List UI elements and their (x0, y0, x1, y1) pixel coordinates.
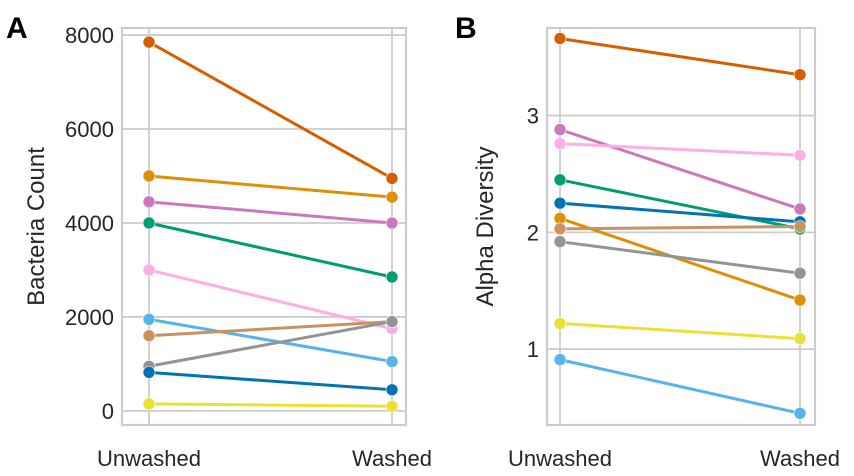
panel-a-series-line (147, 40, 394, 180)
panel-b-series-point (553, 235, 567, 248)
panel-a-series-line (147, 402, 394, 408)
panel-a-series-point (142, 397, 156, 411)
panel-a-frame (120, 26, 408, 427)
panel-a-series-point (385, 383, 399, 397)
panel-b-series-point (793, 332, 807, 345)
panel-b-letter: B (455, 12, 477, 45)
panel-b-series-point (553, 173, 567, 187)
panel-a-series-point (385, 355, 399, 368)
panel-b-series-point (793, 293, 807, 307)
panel-b-series-line (558, 142, 802, 157)
panel-a-series-line (147, 200, 394, 225)
panel-b-chart: 1 2 3 Unwashed Washed Alpha Diversity (472, 26, 840, 471)
panel-a-series-line (147, 320, 394, 338)
panel-a-series-point (142, 329, 156, 343)
panel-a-series-point (142, 169, 156, 183)
panel-b-series-line (558, 128, 802, 211)
panel-a-xtick-label: Unwashed (97, 446, 201, 471)
panel-a-ytick-label: 6000 (65, 117, 114, 142)
panel-a-series-point (142, 195, 156, 209)
panel-a-series-point (385, 315, 399, 328)
panel-b-xtick-label: Unwashed (508, 446, 612, 471)
panel-b-series-point (553, 212, 567, 225)
panel-a-series-point (142, 366, 156, 379)
panel-a-chart: 0 2000 4000 6000 8000 Unwashed Washed Bacteria … (23, 23, 432, 471)
panel-b-ytick-label: 1 (527, 337, 539, 362)
panel-b-series-point (553, 196, 567, 210)
panel-b-series-point (793, 266, 807, 280)
panel-b-series-line (558, 240, 802, 275)
panel-a-series-point (142, 35, 156, 49)
panel-b-ytick-label: 2 (527, 220, 539, 245)
panel-a-ytick-label: 2000 (65, 305, 114, 330)
panel-a-series-line (147, 320, 394, 368)
panel-a-series-point (385, 399, 399, 413)
panel-b-series-line (558, 178, 802, 231)
panel-a-series-line (147, 221, 394, 279)
panel-b-series-point (793, 202, 807, 216)
panel-b-series-line (558, 37, 802, 77)
panel-a-ylabel: Bacteria Count (23, 147, 50, 306)
panel-b-series-point (553, 317, 567, 330)
panel-b-series-point (793, 68, 807, 82)
panel-b-series-point (553, 353, 567, 366)
panel-b-series-point (793, 407, 807, 420)
panel-b-ytick-label: 3 (527, 104, 539, 129)
panel-a-series-line (147, 317, 394, 364)
panel-b-series-point (793, 148, 807, 162)
panel-b-series-line (558, 216, 802, 302)
panel-b-series-line (558, 225, 802, 231)
panel-b-series-point (553, 32, 567, 45)
panel-b-series-point (793, 220, 807, 233)
panel-b-series-line (558, 201, 802, 224)
panel-a-series-point (385, 190, 399, 204)
panel-a-series-point (142, 216, 156, 230)
panel-b-series-point (553, 123, 567, 136)
panel-a-series-point (385, 216, 399, 230)
panel-a-series-point (142, 263, 156, 277)
panel-b-series-point (553, 222, 567, 236)
panel-a-ytick-label: 8000 (65, 23, 114, 48)
panel-b-frame (545, 26, 817, 427)
panel-a-series-point (142, 312, 156, 326)
panel-a-letter: A (6, 12, 28, 45)
panel-a-series-point (385, 172, 399, 185)
panel-b-xtick-label: Washed (760, 446, 840, 471)
panel-a-series-line (147, 174, 394, 199)
panel-b-ylabel: Alpha Diversity (472, 146, 499, 306)
panel-a-xtick-label: Washed (352, 446, 432, 471)
panel-a-series-point (385, 270, 399, 284)
panel-b-series-point (553, 137, 567, 150)
panel-a-ytick-label: 0 (102, 399, 114, 424)
panel-a-series-line (147, 268, 394, 331)
panel-a-series-line (147, 370, 394, 392)
panel-b-series-line (558, 358, 802, 415)
panel-b-series-line (558, 321, 802, 341)
panel-a-ytick-label: 4000 (65, 211, 114, 236)
